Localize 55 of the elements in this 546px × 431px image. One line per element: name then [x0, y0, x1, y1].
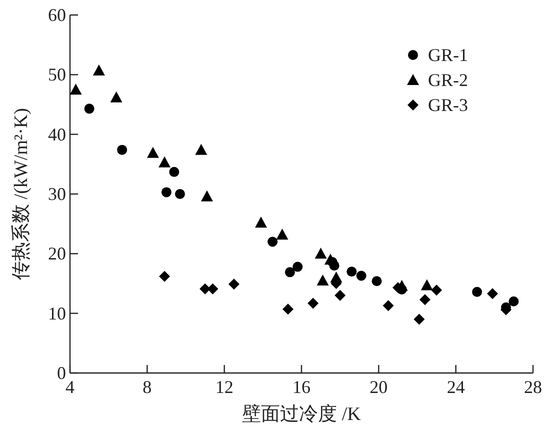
point — [292, 262, 303, 272]
point — [92, 64, 105, 76]
x-tick-label: 20 — [370, 377, 388, 397]
point — [314, 248, 327, 259]
point — [372, 276, 382, 286]
x-tick-label: 28 — [524, 377, 542, 397]
y-axis-title: 传热系数 /(kW/m²·K) — [11, 108, 32, 280]
point — [284, 267, 295, 278]
legend-label: GR-3 — [428, 95, 468, 115]
point — [486, 288, 498, 300]
point — [356, 270, 366, 281]
point — [414, 314, 425, 325]
y-tick-label: 40 — [48, 124, 66, 144]
x-tick-label: 4 — [66, 377, 74, 397]
point — [158, 156, 171, 168]
x-axis-title: 壁面过冷度 /K — [242, 403, 362, 425]
point — [174, 189, 185, 199]
point — [84, 104, 94, 114]
point — [195, 144, 208, 155]
x-tick-label: 24 — [446, 377, 465, 397]
point — [117, 144, 128, 155]
point — [334, 290, 346, 301]
point — [382, 300, 394, 312]
point — [431, 284, 442, 296]
point — [316, 274, 329, 286]
y-tick-label: 0 — [57, 363, 66, 383]
y-tick-label: 50 — [48, 64, 66, 85]
point — [70, 84, 82, 95]
point — [110, 91, 122, 102]
point — [161, 187, 172, 198]
point — [200, 190, 213, 202]
point — [169, 166, 180, 177]
point — [254, 216, 267, 228]
y-tick-label: 30 — [48, 184, 66, 204]
point — [228, 278, 240, 290]
point — [508, 296, 519, 306]
point — [472, 286, 482, 297]
point — [420, 279, 433, 290]
y-tick-label: 20 — [48, 244, 66, 264]
legend-label: GR-1 — [428, 45, 468, 65]
point — [159, 270, 170, 282]
point — [308, 298, 319, 309]
point — [207, 283, 218, 294]
x-tick-label: 16 — [292, 377, 310, 397]
point — [276, 228, 288, 240]
x-tick-label: 12 — [215, 377, 234, 397]
point — [346, 266, 357, 277]
point — [419, 294, 430, 306]
y-tick-label: 10 — [48, 303, 66, 324]
x-tick-label: 8 — [142, 377, 152, 397]
point — [268, 236, 278, 247]
point — [282, 304, 294, 315]
point — [146, 146, 159, 158]
legend-label: GR-2 — [428, 70, 468, 90]
y-tick-label: 60 — [48, 5, 66, 25]
